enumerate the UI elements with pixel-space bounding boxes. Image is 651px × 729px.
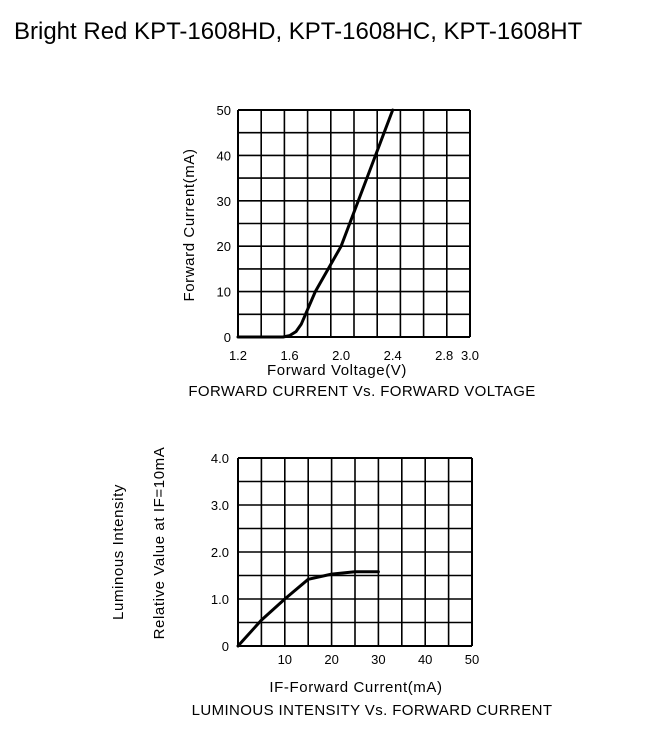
y-tick-label: 0	[224, 330, 231, 345]
x-tick-label: 2.4	[384, 348, 402, 363]
chart-caption: LUMINOUS INTENSITY Vs. FORWARD CURRENT	[192, 702, 553, 719]
y-tick-label: 30	[217, 194, 231, 209]
x-tick-label: 40	[418, 652, 432, 667]
x-tick-label: 30	[371, 652, 385, 667]
chart-caption: FORWARD CURRENT Vs. FORWARD VOLTAGE	[188, 383, 535, 400]
series-line	[236, 108, 395, 339]
y-tick-label: 1.0	[211, 592, 229, 607]
x-tick-label: 50	[465, 652, 479, 667]
page-title: Bright Red KPT-1608HD, KPT-1608HC, KPT-1…	[14, 18, 583, 45]
y-tick-label: 3.0	[211, 498, 229, 513]
series-line	[236, 570, 380, 648]
x-tick-label: 2.0	[332, 348, 350, 363]
x-tick-label: 1.2	[229, 348, 247, 363]
y-tick-label: 10	[217, 285, 231, 300]
chart-2: 10 20 30 40 50 0 1.0 2.0 3.0 4.0 IF-Forward Curren…	[110, 447, 552, 719]
y-tick-label: 50	[217, 103, 231, 118]
x-axis-label: IF-Forward Current(mA)	[269, 679, 442, 696]
y-tick-label: 20	[217, 239, 231, 254]
x-tick-label: 2.8	[435, 348, 453, 363]
y-tick-label: 0	[222, 639, 229, 654]
x-tick-label: 3.0	[461, 348, 479, 363]
y-tick-label: 4.0	[211, 451, 229, 466]
x-tick-label: 20	[324, 652, 338, 667]
x-axis-label: Forward Voltage(V)	[267, 362, 407, 379]
y-axis-label: Forward Current(mA)	[181, 148, 198, 301]
y-axis-label-secondary: Luminous Intensity	[110, 484, 127, 620]
chart-1: 1.2 1.6 2.0 2.4 2.8 3.0 0 10 20 30 40 50 Forward Vol…	[181, 103, 535, 400]
x-tick-label: 1.6	[281, 348, 299, 363]
x-tick-label: 10	[278, 652, 292, 667]
y-tick-label: 40	[217, 148, 231, 163]
y-tick-label: 2.0	[211, 545, 229, 560]
y-axis-label: Relative Value at IF=10mA	[151, 447, 168, 640]
